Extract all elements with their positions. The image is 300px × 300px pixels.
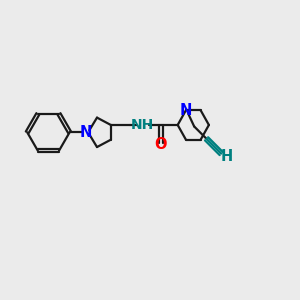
Text: H: H	[220, 149, 233, 164]
Text: N: N	[80, 125, 92, 140]
Text: N: N	[180, 103, 192, 118]
Text: O: O	[154, 137, 167, 152]
Text: NH: NH	[131, 118, 154, 132]
